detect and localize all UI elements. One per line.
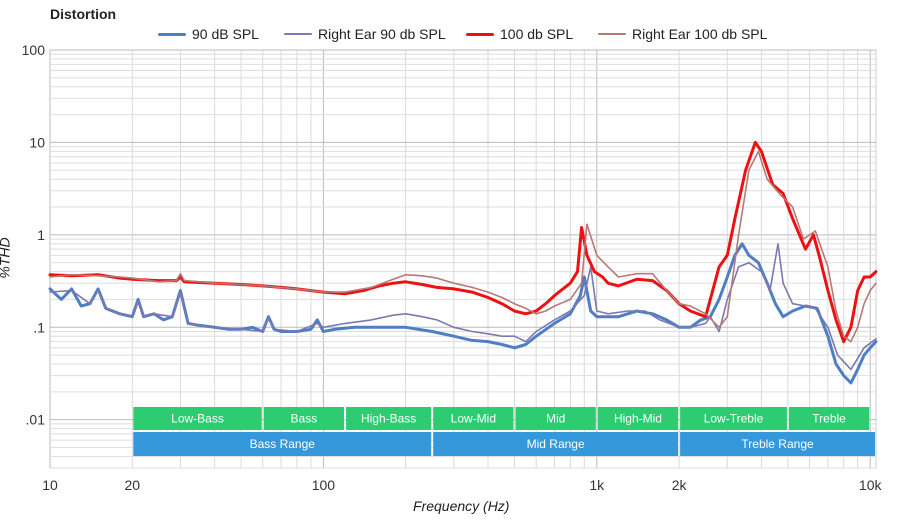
band-bass [263, 407, 345, 430]
band-mid-range [433, 432, 679, 456]
chart-legend: 90 dB SPL Right Ear 90 db SPL 100 db SPL Ri… [0, 26, 900, 46]
band-bass-range [133, 432, 432, 456]
y-tick-label: 10 [29, 134, 45, 150]
x-tick-label: 10 [42, 477, 58, 493]
legend-label: Right Ear 90 db SPL [318, 26, 446, 42]
x-tick-label: 2k [672, 477, 688, 493]
frequency-bands: Low-Bass Bass High-Bass Low-Mid Mid High-Mid L… [133, 407, 875, 456]
legend-swatch [598, 33, 626, 35]
band-treble-range [680, 432, 875, 456]
legend-label: 100 db SPL [500, 26, 574, 42]
band-treble [788, 407, 870, 430]
band-high-mid [597, 407, 679, 430]
legend-swatch [284, 33, 312, 35]
legend-swatch [466, 32, 494, 36]
band-label: Mid [546, 412, 565, 426]
x-tick-label: 1k [589, 477, 605, 493]
band-label: Treble Range [741, 437, 814, 451]
legend-item: Right Ear 100 db SPL [598, 26, 767, 42]
y-axis-label: %THD [0, 237, 13, 279]
y-tick-label: .1 [33, 319, 45, 335]
band-high-bass [346, 407, 432, 430]
series-lines [48, 140, 878, 385]
series-line-2 [49, 243, 877, 371]
legend-item: 100 db SPL [466, 26, 573, 42]
band-label: High-Mid [614, 412, 662, 426]
band-label: Bass Range [250, 437, 316, 451]
band-mid [515, 407, 596, 430]
legend-item: 90 dB SPL [158, 26, 259, 42]
band-low-bass [133, 407, 262, 430]
x-tick-label: 20 [125, 477, 141, 493]
plot-area [49, 49, 877, 469]
series-line-4 [49, 150, 877, 343]
band-label: High-Bass [361, 412, 416, 426]
series-line-1 [48, 242, 878, 385]
band-low-treble [680, 407, 787, 430]
grid [49, 49, 877, 469]
y-tick-label: .01 [26, 412, 46, 428]
band-label: Low-Treble [704, 412, 764, 426]
x-axis-label: Frequency (Hz) [413, 498, 510, 514]
y-tick-label: 100 [22, 42, 46, 58]
legend-label: 90 dB SPL [192, 26, 259, 42]
chart-title: Distortion [50, 6, 117, 22]
band-label: Low-Mid [451, 412, 496, 426]
x-tick-label: 10k [859, 477, 883, 493]
x-tick-label: 100 [312, 477, 336, 493]
y-tick-label: 1 [37, 227, 45, 243]
legend-item: Right Ear 90 db SPL [284, 26, 446, 42]
axis-ticks: 10 20 100 1k 2k 10k 100 10 1 .1 .01 [22, 42, 883, 493]
band-label: Bass [291, 412, 318, 426]
band-label: Treble [812, 412, 846, 426]
legend-label: Right Ear 100 db SPL [632, 26, 768, 42]
band-label: Low-Bass [171, 412, 224, 426]
band-label: Mid Range [527, 437, 585, 451]
legend-swatch [158, 32, 186, 36]
band-low-mid [433, 407, 514, 430]
